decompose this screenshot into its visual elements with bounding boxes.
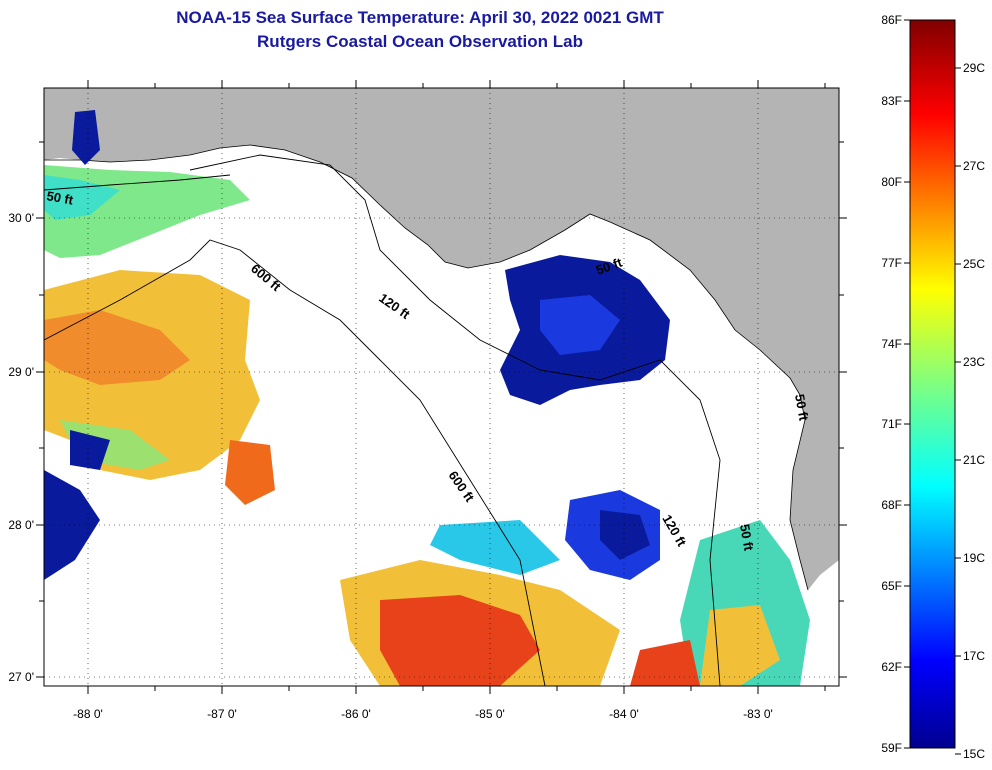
cb-c-label: 21C bbox=[963, 453, 985, 467]
lat-label: 29 0' bbox=[8, 365, 34, 379]
lon-label: -84 0' bbox=[609, 707, 639, 721]
cb-c-label: 19C bbox=[963, 551, 985, 565]
lon-label: -83 0' bbox=[743, 707, 773, 721]
lat-label: 30 0' bbox=[8, 211, 34, 225]
cb-c-label: 27C bbox=[963, 159, 985, 173]
map-title: NOAA-15 Sea Surface Temperature: April 3… bbox=[176, 8, 664, 27]
cb-f-label: 83F bbox=[881, 94, 902, 108]
cb-f-label: 71F bbox=[881, 417, 902, 431]
contour-600ft bbox=[44, 239, 546, 686]
lat-label: 28 0' bbox=[8, 518, 34, 532]
coastline bbox=[44, 144, 809, 591]
cb-c-label: 15C bbox=[963, 747, 985, 761]
latitude-labels: 30 0' 29 0' 28 0' 27 0' bbox=[8, 211, 34, 684]
cb-f-label: 68F bbox=[881, 498, 902, 512]
colorbar-ticks bbox=[904, 19, 961, 755]
land-mass bbox=[44, 88, 839, 590]
cb-c-label: 17C bbox=[963, 649, 985, 663]
lon-label: -85 0' bbox=[475, 707, 505, 721]
colorbar-celsius-labels: 29C 27C 25C 23C 21C 19C 17C 15C bbox=[963, 61, 985, 761]
longitude-labels: -88 0' -87 0' -86 0' -85 0' -84 0' -83 0… bbox=[73, 707, 773, 721]
contour-120ft bbox=[189, 154, 721, 686]
cb-f-label: 80F bbox=[881, 175, 902, 189]
cb-f-label: 74F bbox=[881, 337, 902, 351]
lon-label: -87 0' bbox=[207, 707, 237, 721]
axis-ticks bbox=[36, 80, 847, 694]
sst-data bbox=[44, 110, 810, 686]
lon-label: -88 0' bbox=[73, 707, 103, 721]
contour-label: 50 ft bbox=[45, 188, 75, 208]
cb-f-label: 77F bbox=[881, 256, 902, 270]
cb-c-label: 29C bbox=[963, 61, 985, 75]
map-subtitle: Rutgers Coastal Ocean Observation Lab bbox=[257, 32, 583, 51]
cb-c-label: 23C bbox=[963, 355, 985, 369]
lat-label: 27 0' bbox=[8, 670, 34, 684]
contour-50ft bbox=[44, 174, 231, 191]
depth-contours bbox=[44, 154, 721, 686]
colorbar bbox=[909, 19, 956, 749]
lon-label: -86 0' bbox=[341, 707, 371, 721]
cb-f-label: 86F bbox=[881, 13, 902, 27]
cb-c-label: 25C bbox=[963, 257, 985, 271]
contour-label: 50 ft bbox=[737, 523, 757, 553]
contour-label: 50 ft bbox=[792, 393, 812, 423]
cb-f-label: 65F bbox=[881, 579, 902, 593]
cb-f-label: 62F bbox=[881, 660, 902, 674]
colorbar-fahrenheit-labels: 86F 83F 80F 77F 74F 71F 68F 65F 62F 59F bbox=[881, 13, 902, 755]
cb-f-label: 59F bbox=[881, 741, 902, 755]
